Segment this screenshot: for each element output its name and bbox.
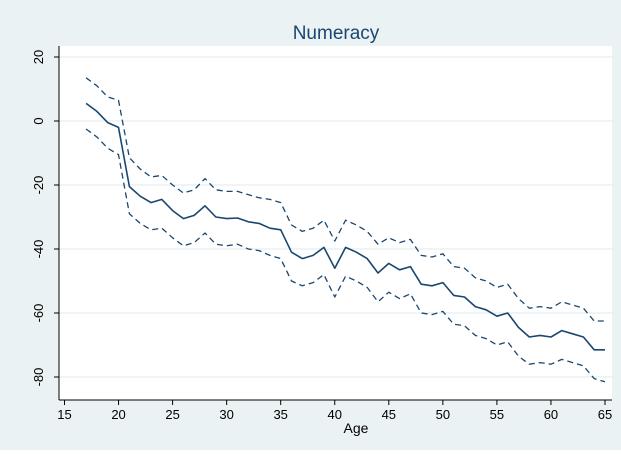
x-axis-label: Age bbox=[344, 420, 369, 436]
y-tick-label: 0 bbox=[31, 117, 46, 124]
y-tick-label: 20 bbox=[31, 50, 46, 64]
grid-lines bbox=[59, 56, 612, 378]
y-tick-label: -80 bbox=[31, 368, 46, 387]
y-tick-label: -40 bbox=[31, 240, 46, 259]
x-axis-ticks: 15 20 25 30 35 40 45 50 55 60 65 bbox=[57, 400, 612, 422]
x-tick-label: 65 bbox=[598, 407, 612, 422]
x-tick-label: 50 bbox=[436, 407, 450, 422]
x-tick-label: 45 bbox=[382, 407, 396, 422]
x-tick-label: 40 bbox=[328, 407, 342, 422]
x-tick-label: 15 bbox=[57, 407, 71, 422]
x-tick-label: 20 bbox=[111, 407, 125, 422]
x-tick-label: 25 bbox=[165, 407, 179, 422]
y-tick-label: -20 bbox=[31, 176, 46, 195]
x-tick-label: 55 bbox=[490, 407, 504, 422]
y-tick-label: -60 bbox=[31, 304, 46, 323]
chart-title: Numeracy bbox=[293, 23, 380, 44]
plot-area bbox=[59, 46, 612, 400]
x-tick-label: 60 bbox=[544, 407, 558, 422]
x-tick-label: 30 bbox=[219, 407, 233, 422]
series-line-upper-bound bbox=[85, 77, 605, 322]
series-lines bbox=[85, 77, 606, 383]
y-axis-ticks: 20 0 -20 -40 -60 -80 bbox=[31, 50, 59, 387]
x-tick-label: 35 bbox=[273, 407, 287, 422]
series-line-lower-bound bbox=[85, 128, 606, 383]
series-line-estimate bbox=[85, 102, 605, 351]
